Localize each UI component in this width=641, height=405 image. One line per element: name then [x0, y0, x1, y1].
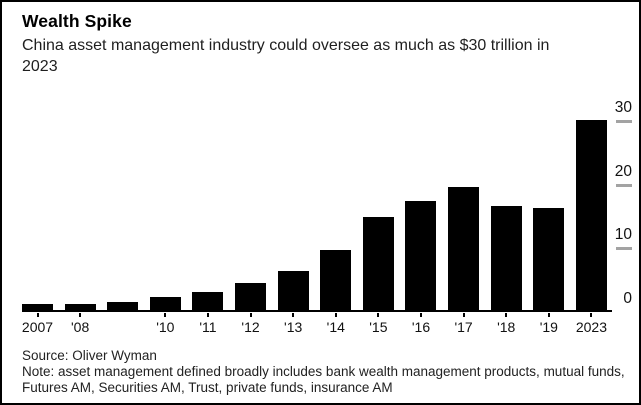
bar-series: 2007 '08 '10 '11 '12 '13 '14 '15 '16 '17 '18 '19 202… — [22, 97, 607, 335]
x-axis-label: '14 — [326, 319, 345, 335]
bar-2018: '18 — [490, 206, 522, 335]
y-axis-label: 30 — [614, 99, 632, 117]
x-axis-tick — [334, 313, 337, 317]
y-axis-tick — [616, 183, 632, 187]
bar-chart-plot: 2007 '08 '10 '11 '12 '13 '14 '15 '16 '17 '18 '19 202… — [22, 97, 612, 335]
x-axis-tick — [79, 313, 82, 317]
x-axis-tick — [377, 313, 380, 317]
bar-2008: '08 — [64, 304, 96, 335]
chart-subtitle: China asset management industry could ov… — [22, 37, 550, 75]
bar-2016: '16 — [405, 201, 437, 335]
x-axis-label: '13 — [284, 319, 303, 335]
y-axis-label: 0 — [623, 290, 632, 307]
x-axis-tick — [206, 313, 209, 317]
x-axis-label: '08 — [70, 319, 90, 335]
bar-2012: '12 — [235, 283, 267, 335]
x-axis-tick — [590, 313, 593, 317]
bar-2009 — [107, 302, 139, 310]
bar-2014: '14 — [320, 250, 352, 335]
x-axis-tick — [547, 313, 550, 317]
y-axis-label: 10 — [614, 226, 632, 244]
x-axis-label: '19 — [539, 319, 558, 335]
x-axis-tick — [462, 313, 465, 317]
footnote: Note: asset management defined broadly i… — [22, 364, 625, 395]
x-axis-label: '18 — [497, 319, 516, 335]
source-note: Source: Oliver Wyman — [22, 348, 157, 363]
x-axis-label: '16 — [411, 319, 431, 335]
x-axis-label: 2023 — [575, 319, 607, 335]
x-axis-tick — [419, 313, 422, 317]
y-axis-label: 20 — [614, 162, 632, 180]
chart-footer: Source: Oliver Wyman Note: asset managem… — [22, 348, 636, 396]
bar-2013: '13 — [277, 271, 309, 335]
x-axis-tick — [36, 313, 39, 317]
x-axis-label: '11 — [199, 319, 217, 335]
x-axis-tick — [249, 313, 252, 317]
chart-title: Wealth Spike — [22, 11, 132, 31]
y-axis: 0 10 20 30 — [602, 97, 632, 312]
bar-2019: '19 — [533, 208, 565, 335]
x-axis-label: '12 — [241, 319, 260, 335]
x-axis-tick — [164, 313, 167, 317]
x-axis-label: '10 — [156, 319, 175, 335]
x-axis-tick — [505, 313, 508, 317]
y-axis-tick — [616, 247, 632, 251]
bar-2015: '15 — [362, 217, 394, 335]
x-axis-label: '15 — [369, 319, 388, 335]
x-axis-label: 2007 — [21, 319, 54, 335]
bar-2017: '17 — [448, 187, 480, 335]
bar-2011: '11 — [192, 292, 224, 335]
y-axis-tick — [616, 120, 632, 124]
bar-2023: 2023 — [576, 120, 607, 335]
bar-2010: '10 — [149, 297, 181, 335]
bar-2007: 2007 — [22, 304, 53, 335]
x-axis-tick — [292, 313, 295, 317]
x-axis-label: '17 — [454, 319, 473, 335]
